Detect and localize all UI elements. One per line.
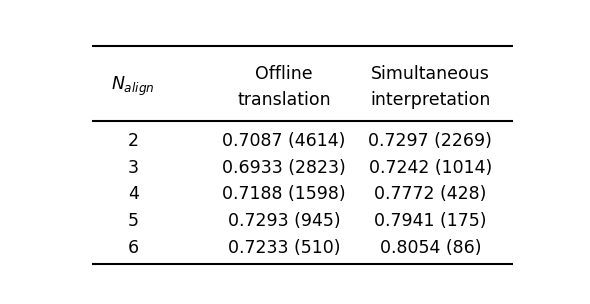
- Text: 3: 3: [127, 159, 139, 177]
- Text: translation: translation: [237, 91, 331, 109]
- Text: 0.7242 (1014): 0.7242 (1014): [369, 159, 492, 177]
- Text: Simultaneous: Simultaneous: [371, 65, 490, 83]
- Text: 5: 5: [127, 212, 139, 230]
- Text: 6: 6: [127, 239, 139, 257]
- Text: 0.7293 (945): 0.7293 (945): [228, 212, 340, 230]
- Text: $N_{align}$: $N_{align}$: [112, 75, 155, 98]
- Text: 0.7941 (175): 0.7941 (175): [374, 212, 487, 230]
- Text: 0.8054 (86): 0.8054 (86): [379, 239, 481, 257]
- Text: 2: 2: [127, 132, 139, 150]
- Text: 0.7188 (1598): 0.7188 (1598): [222, 185, 346, 203]
- Text: Offline: Offline: [255, 65, 313, 83]
- Text: interpretation: interpretation: [370, 91, 491, 109]
- Text: 0.6933 (2823): 0.6933 (2823): [222, 159, 346, 177]
- Text: 4: 4: [128, 185, 139, 203]
- Text: 0.7297 (2269): 0.7297 (2269): [369, 132, 492, 150]
- Text: 0.7772 (428): 0.7772 (428): [374, 185, 487, 203]
- Text: 0.7087 (4614): 0.7087 (4614): [222, 132, 346, 150]
- Text: 0.7233 (510): 0.7233 (510): [228, 239, 340, 257]
